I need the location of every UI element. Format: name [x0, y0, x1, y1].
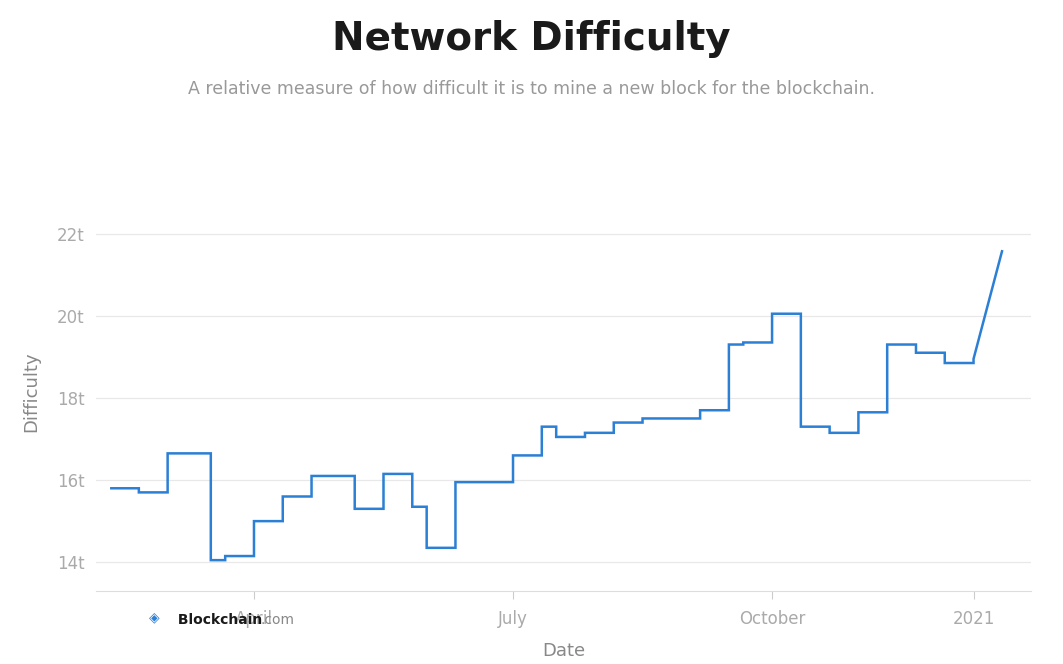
Text: A relative measure of how difficult it is to mine a new block for the blockchain: A relative measure of how difficult it i…: [188, 80, 875, 98]
Text: Network Difficulty: Network Difficulty: [332, 20, 731, 58]
Text: ◈: ◈: [149, 610, 159, 624]
Y-axis label: Difficulty: Difficulty: [22, 351, 40, 432]
Text: .com: .com: [260, 614, 294, 627]
Text: Blockchain: Blockchain: [173, 614, 263, 627]
X-axis label: Date: Date: [542, 642, 585, 660]
